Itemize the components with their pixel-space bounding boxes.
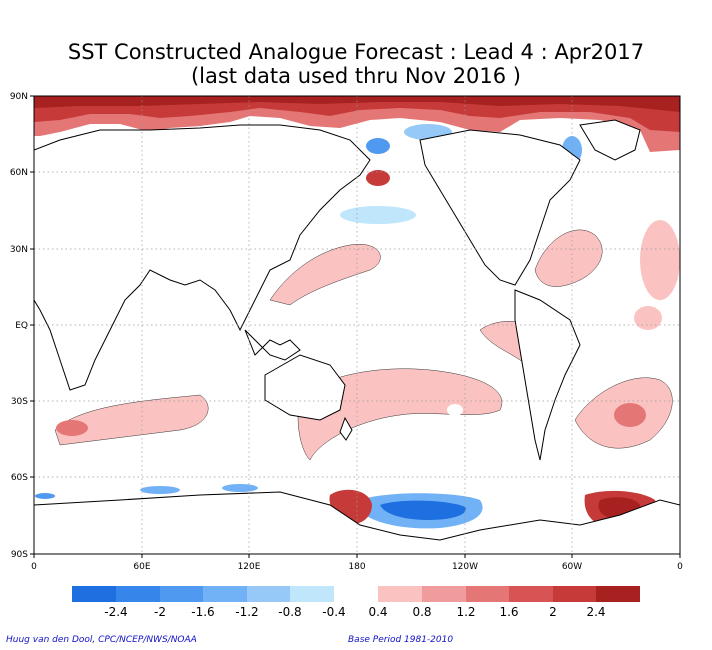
lon-label: 180 (348, 562, 365, 572)
colorbar-label: -1.6 (191, 605, 214, 619)
antarctica-outline (34, 491, 680, 554)
lon-label: 120E (238, 562, 261, 572)
lat-axis-labels: 90N 60N 30N EQ 30S 60S 90S (10, 92, 28, 560)
base-period-note: Base Period 1981-2010 (348, 635, 454, 645)
author-credit: Huug van den Dool, CPC/NCEP/NWS/NOAA (6, 635, 197, 645)
lon-label: 60E (133, 562, 150, 572)
chart-title: SST Constructed Analogue Forecast : Lead… (67, 40, 645, 64)
north-america-outline (419, 129, 581, 286)
sio-strong-anomaly (56, 420, 88, 436)
arctic-max-anomaly (34, 96, 680, 112)
colorbar-swatch (160, 586, 203, 602)
colorbar-swatch (116, 586, 160, 602)
chart-subtitle: (last data used thru Nov 2016 ) (190, 64, 522, 88)
colorbar-label: 0.4 (368, 605, 387, 619)
colorbar-swatch (509, 586, 553, 602)
colorbar-label: -1.2 (235, 605, 258, 619)
greenland-outline (579, 119, 641, 161)
colorbar-label: 1.6 (499, 605, 518, 619)
colorbar-swatch (290, 586, 334, 602)
natl-warm-anomaly (534, 229, 603, 287)
australia-outline (264, 354, 346, 421)
sio-warm-anomaly (54, 394, 209, 446)
kuroshio-warm-anomaly (366, 170, 390, 186)
colorbar-label: -0.4 (322, 605, 345, 619)
colorbar-label: 0.8 (412, 605, 431, 619)
colorbar-label: -2.4 (104, 605, 127, 619)
lon-label: 60W (562, 562, 582, 572)
colorbar-swatch (422, 586, 466, 602)
colorbar-swatch (378, 586, 422, 602)
colorbar-swatch (247, 586, 290, 602)
lat-label: EQ (15, 321, 28, 331)
lon-label: 120W (452, 562, 478, 572)
colorbar-label: 1.2 (456, 605, 475, 619)
satl-strong-anomaly (614, 403, 646, 427)
eurasia-africa-outline (34, 124, 371, 391)
npac-cold-anomaly (340, 206, 416, 224)
colorbar-label: -2 (154, 605, 166, 619)
colorbar-swatch (596, 586, 640, 602)
continents (34, 119, 680, 554)
lon-label: 0 (31, 562, 37, 572)
trop-atl-warm-anomaly (634, 306, 662, 330)
soc-cold-3 (35, 493, 55, 499)
map-frame (30, 95, 681, 558)
anomaly-layer (34, 96, 680, 529)
lat-label: 30S (11, 397, 28, 407)
lon-label: 0 (677, 562, 683, 572)
lat-label: 60N (10, 168, 28, 178)
new-zealand-outline (339, 416, 353, 441)
colorbar: -2.4 -2 -1.6 -1.2 -0.8 -0.4 0.4 0.8 1.2 … (72, 586, 640, 619)
colorbar-swatch (72, 586, 116, 602)
lat-label: 90S (11, 550, 28, 560)
lon-axis-labels: 0 60E 120E 180 120W 60W 0 (31, 562, 683, 572)
spac-hole (447, 404, 463, 416)
lat-label: 90N (10, 92, 28, 102)
colorbar-swatch (203, 586, 247, 602)
colorbar-swatch (466, 586, 509, 602)
colorbar-label: -0.8 (278, 605, 301, 619)
soc-cold-1 (140, 486, 180, 494)
colorbar-label: 2 (549, 605, 557, 619)
axis-ticks (30, 95, 681, 558)
colorbar-swatch (553, 586, 596, 602)
ross-strong-cold-anomaly (380, 500, 466, 520)
npac-warm-anomaly (269, 243, 381, 306)
lat-label: 60S (11, 473, 28, 483)
lat-label: 30N (10, 245, 28, 255)
colorbar-label: 2.4 (586, 605, 605, 619)
soc-cold-2 (222, 484, 258, 492)
okhotsk-cold-anomaly (366, 138, 390, 154)
south-america-outline (514, 289, 581, 461)
spac-warm-anomaly (297, 368, 503, 461)
maritime-continent-outline (244, 329, 301, 361)
euro-atl-warm-anomaly (640, 220, 680, 300)
